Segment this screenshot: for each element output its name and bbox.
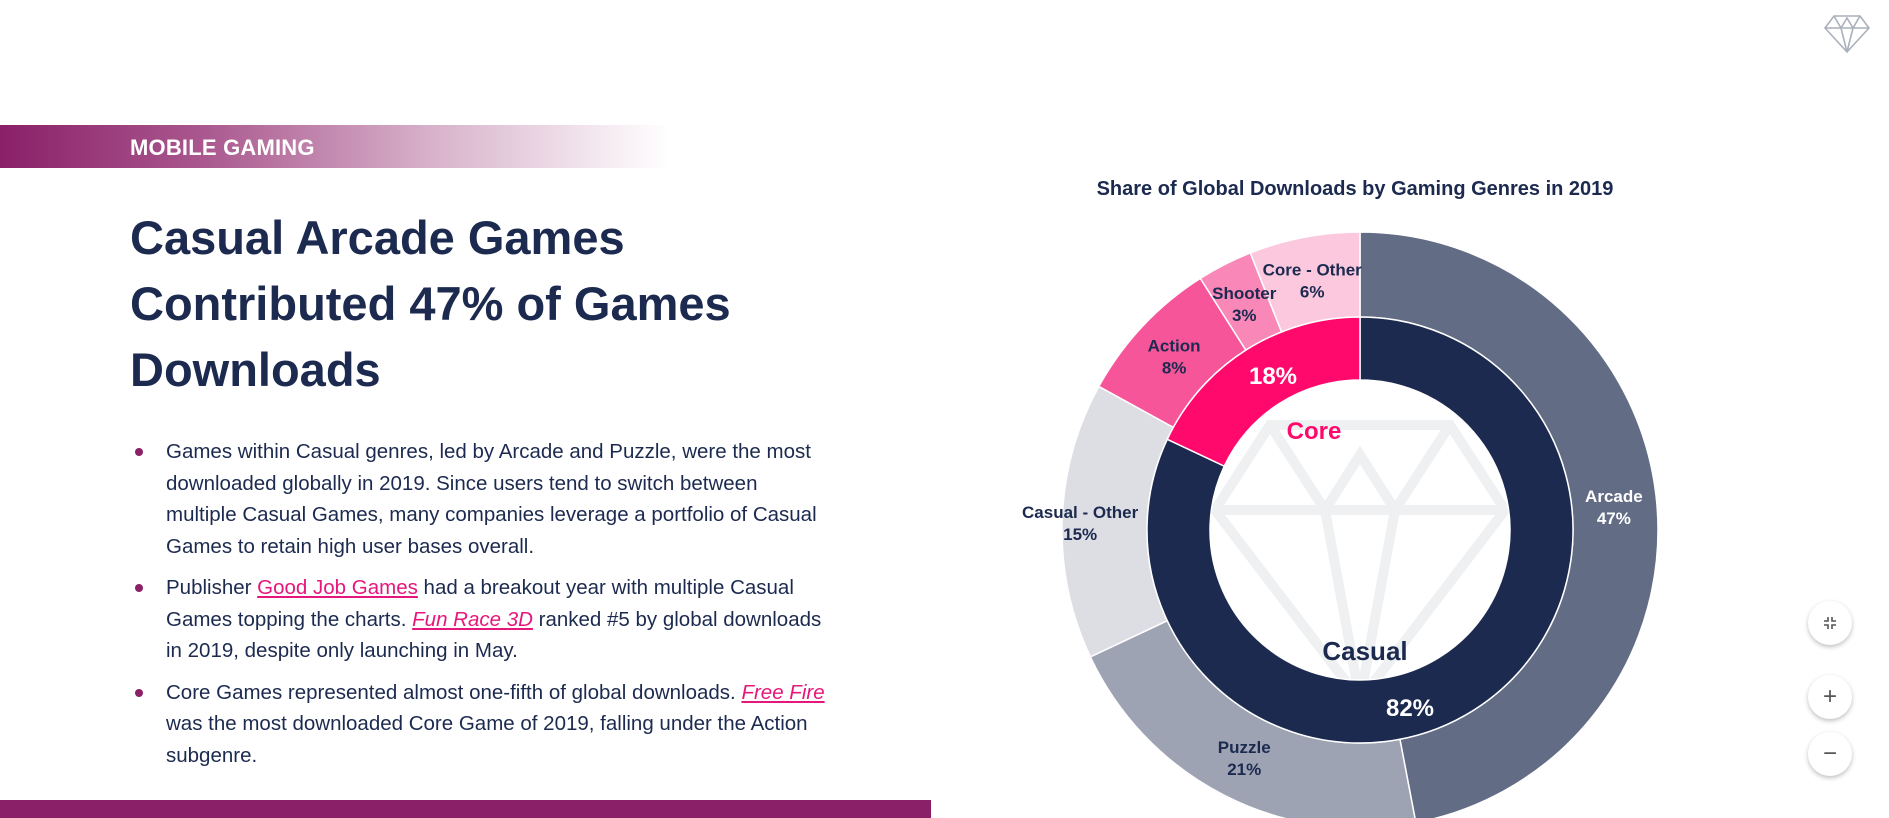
label-puzzle-value: 21% [1227, 760, 1261, 779]
collapse-icon [1824, 617, 1836, 629]
section-banner: MOBILE GAMING [0, 125, 669, 168]
diamond-logo-icon [1822, 10, 1872, 61]
page-title: Casual Arcade Games Contributed 47% of G… [130, 211, 731, 396]
label-shooter-value: 3% [1232, 306, 1257, 325]
watermark-diamond-icon [1208, 420, 1512, 709]
bullet-dot-icon [135, 448, 143, 456]
bullet-text: Core Games represented almost one-fifth … [166, 680, 742, 704]
label-casual-other-value: 15% [1063, 525, 1097, 544]
bullet-list: Games within Casual genres, led by Arcad… [130, 436, 830, 781]
bullet-text: Games within Casual genres, led by Arcad… [166, 440, 817, 558]
bullet-dot-icon [135, 688, 143, 697]
link[interactable]: Free Fire [741, 680, 825, 704]
label-shooter-name: Shooter [1212, 284, 1277, 303]
label-arcade-name: Arcade [1585, 487, 1643, 506]
bullet-dot-icon [135, 584, 143, 592]
label-core-other-value: 6% [1300, 283, 1325, 302]
inner-slice-core[interactable] [1166, 316, 1361, 468]
bullet-item: Publisher Good Job Games had a breakout … [130, 572, 830, 667]
label-core-name: Core [1287, 418, 1342, 445]
label-casual-other-name: Casual - Other [1022, 503, 1139, 522]
zoom-out-button[interactable]: − [1808, 732, 1852, 776]
chart-title: Share of Global Downloads by Gaming Genr… [1096, 178, 1614, 200]
label-puzzle-name: Puzzle [1218, 738, 1271, 757]
section-label: MOBILE GAMING [130, 135, 315, 160]
collapse-button[interactable] [1808, 601, 1852, 645]
bottom-bar [0, 800, 931, 818]
label-casual-value: 82% [1386, 695, 1434, 722]
bullet-item: Games within Casual genres, led by Arcad… [130, 436, 830, 562]
bullet-text: had a breakout year with multiple Casual… [166, 576, 794, 631]
link[interactable]: Fun Race 3D [412, 607, 533, 631]
label-core-other-name: Core - Other [1263, 261, 1363, 280]
link[interactable]: Good Job Games [257, 576, 418, 599]
bullet-text: ranked #5 by global downloads in 2019, d… [166, 607, 822, 663]
label-action-value: 8% [1162, 358, 1187, 377]
bullet-text: was the most downloaded Core Game of 201… [166, 712, 808, 767]
inner-slice-casual[interactable] [1146, 316, 1574, 744]
label-arcade-value: 47% [1597, 509, 1631, 528]
bullet-text: Publisher [166, 576, 258, 599]
label-core-value: 18% [1249, 363, 1297, 390]
zoom-in-button[interactable]: + [1808, 675, 1852, 719]
label-casual-name: Casual [1322, 636, 1407, 666]
bullet-item: Core Games represented almost one-fifth … [130, 677, 830, 772]
label-action-name: Action [1148, 336, 1201, 355]
